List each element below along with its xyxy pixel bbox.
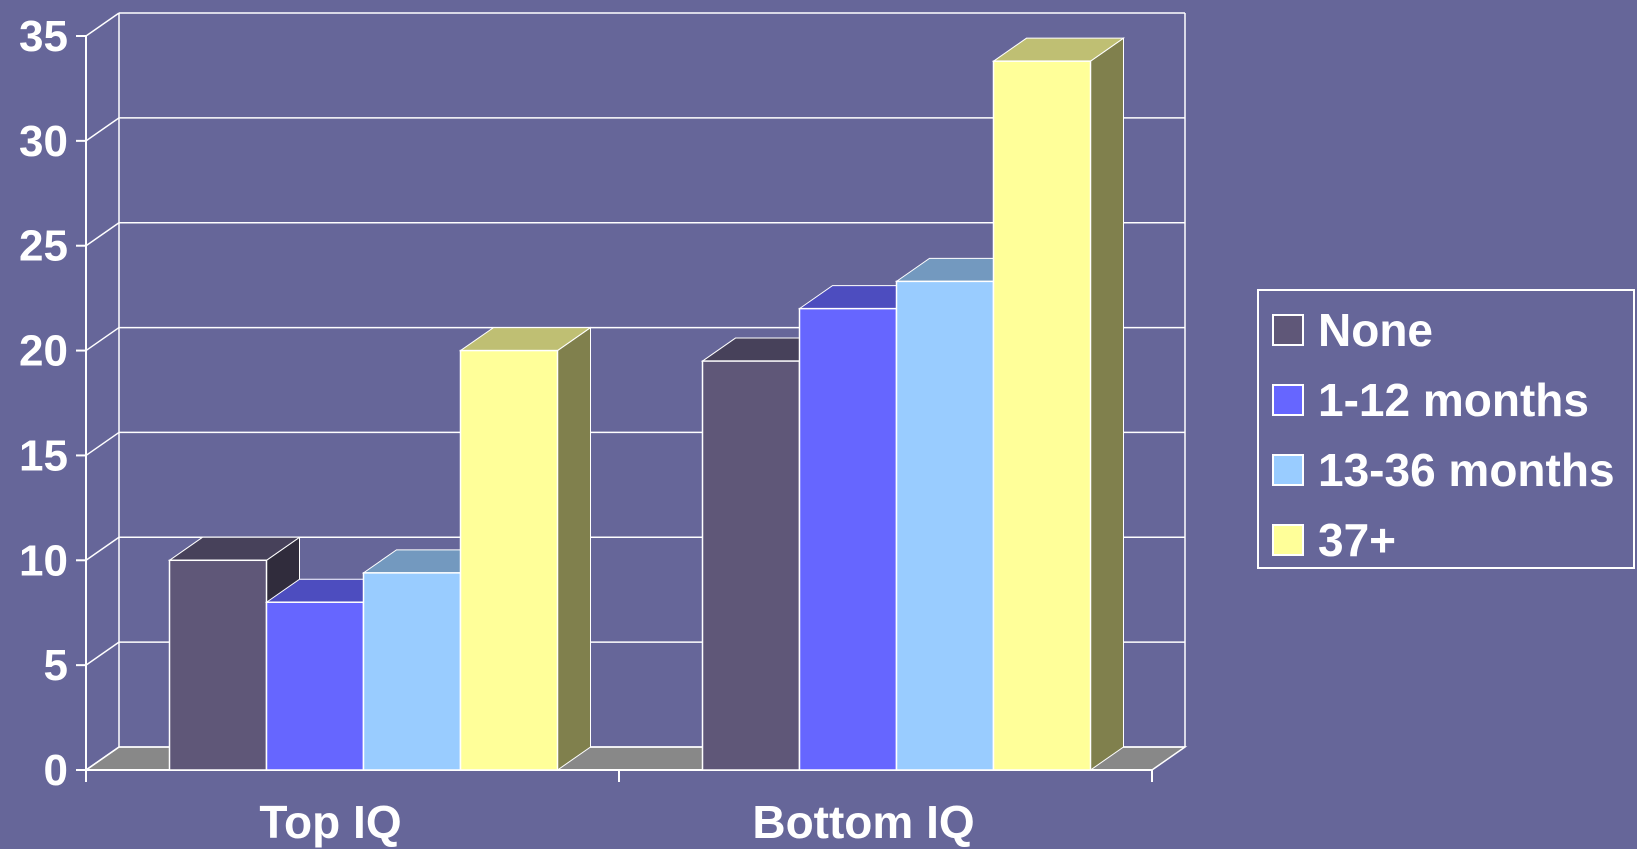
category-label-top-iq: Top IQ <box>259 796 401 848</box>
gridline-side <box>85 12 120 37</box>
gridline-side <box>85 641 120 666</box>
bar-1-12-months-bottom-iq <box>797 284 932 771</box>
bar-37-top-iq <box>458 326 593 771</box>
y-tick-label: 35 <box>19 12 68 61</box>
gridline-side <box>85 222 120 247</box>
y-tick-label: 0 <box>44 746 68 795</box>
bar-1-12-months-bottom-iq-front <box>798 307 898 771</box>
bar-37-top-iq-side <box>557 326 591 771</box>
legend-swatch-13-36-months <box>1272 454 1304 486</box>
y-tick-label: 10 <box>19 536 68 585</box>
legend-label-13-36-months: 13-36 months <box>1318 444 1615 496</box>
gridline-side <box>85 431 120 457</box>
bar-13-36-months-bottom-iq-front <box>895 280 995 771</box>
y-tick-label: 15 <box>19 431 68 480</box>
gridline-side <box>85 117 120 142</box>
bar-1-12-months-top-iq-front <box>265 601 365 771</box>
bar-37-top-iq-front <box>459 349 559 771</box>
gridline-side <box>85 746 120 771</box>
gridline-side <box>85 536 120 561</box>
bar-13-36-months-top-iq-front <box>362 572 462 771</box>
bar-none-top-iq-front <box>168 559 268 771</box>
bars <box>167 37 1126 771</box>
y-tick-label: 25 <box>19 222 68 271</box>
category-label-bottom-iq: Bottom IQ <box>752 796 974 848</box>
legend-label-37: 37+ <box>1318 514 1396 566</box>
y-tick-label: 5 <box>44 641 68 690</box>
y-tick-labels: 0 5 10 15 20 25 30 35 <box>19 12 68 795</box>
bar-37-bottom-iq-front <box>992 60 1092 771</box>
legend-box <box>1257 289 1635 569</box>
legend-swatch-none <box>1272 314 1304 346</box>
legend-label-1-12-months: 1-12 months <box>1318 374 1589 426</box>
legend-swatch-37 <box>1272 524 1304 556</box>
bar-37-bottom-iq-side <box>1090 37 1124 771</box>
bar-none-bottom-iq-front <box>701 360 801 771</box>
legend: None 1-12 months 13-36 months 37+ <box>1257 289 1635 569</box>
category-labels: Top IQ Bottom IQ <box>259 796 974 848</box>
y-tick-label: 30 <box>19 117 68 166</box>
legend-swatch-1-12-months <box>1272 384 1304 416</box>
bar-37-bottom-iq <box>991 37 1126 771</box>
y-tick-label: 20 <box>19 327 68 376</box>
gridline-side <box>85 326 120 352</box>
legend-label-none: None <box>1318 304 1433 356</box>
